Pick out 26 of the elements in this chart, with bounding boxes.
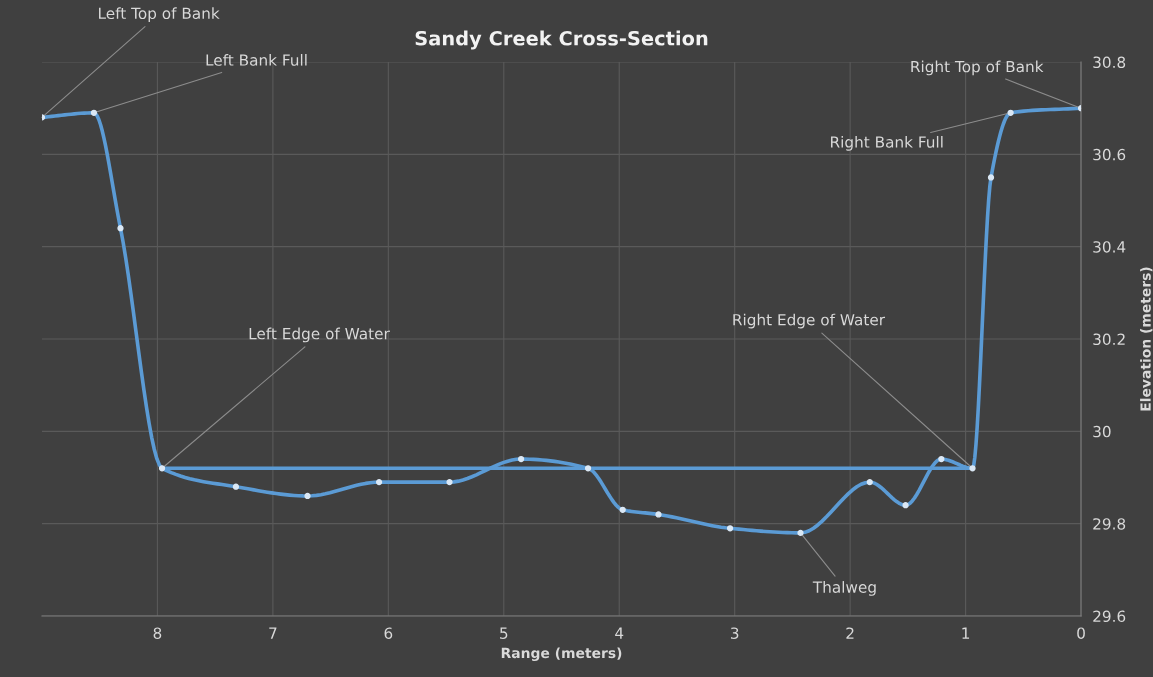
y-tick-label: 30.4 xyxy=(1093,241,1126,253)
x-tick-label: 7 xyxy=(269,627,277,639)
x-tick-label: 8 xyxy=(153,627,162,639)
annotation: Right Edge of Water xyxy=(733,313,886,329)
x-tick-label: 0 xyxy=(1077,627,1085,639)
annotation: Left Bank Full xyxy=(206,54,307,66)
annotation: Left Edge of Water xyxy=(249,327,390,343)
y-tick-label: 30 xyxy=(1093,425,1111,438)
x-tick-label: 2 xyxy=(846,627,854,639)
annotation: Thalweg xyxy=(812,581,876,596)
x-tick-label: 5 xyxy=(500,627,508,639)
x-tick-label: 4 xyxy=(615,627,624,639)
y-tick-label: 30.6 xyxy=(1093,148,1126,161)
chart-title: Sandy Creek Cross-Section xyxy=(415,30,708,50)
x-tick-label: 3 xyxy=(731,627,739,639)
x-axis-title: Range (meters) xyxy=(501,647,622,661)
y-axis-title: Elevation (meters) xyxy=(1140,267,1153,411)
annotation: Right Bank Full xyxy=(831,135,943,151)
x-tick-label: 1 xyxy=(962,627,970,639)
annotation: Left Top of Bank xyxy=(99,7,220,23)
y-tick-label: 30.2 xyxy=(1093,333,1125,346)
x-tick-label: 6 xyxy=(384,627,393,639)
y-tick-label: 29.8 xyxy=(1093,518,1126,530)
y-tick-label: 30.8 xyxy=(1093,56,1126,69)
annotation: Right Top of Bank xyxy=(911,60,1044,76)
y-tick-label: 29.6 xyxy=(1093,610,1126,623)
